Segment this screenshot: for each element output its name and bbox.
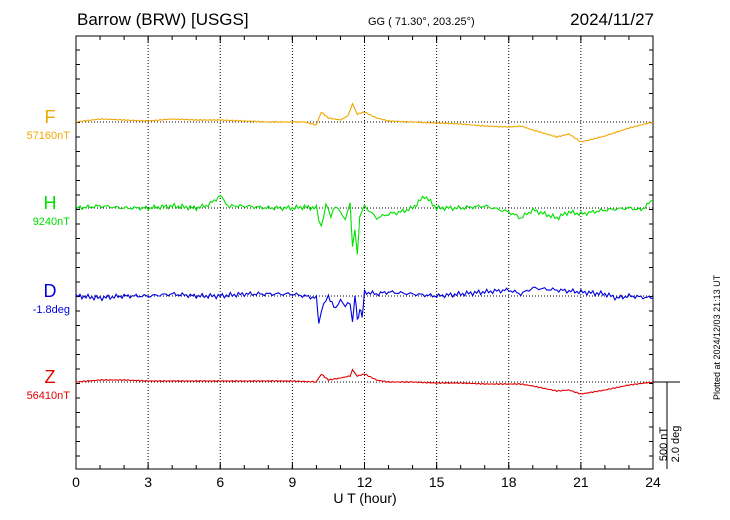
x-tick-label: 18 (500, 474, 517, 490)
component-label-F: F (44, 107, 56, 127)
x-tick-label: 21 (573, 474, 589, 490)
coordinates-label: GG ( 71.30°, 203.25°) (368, 16, 475, 28)
axis-ticks (75, 36, 654, 469)
trace-D (75, 286, 654, 324)
scale-deg-label: 2.0 deg (670, 425, 682, 463)
x-tick-label: 3 (144, 474, 153, 490)
x-tick-label: 9 (288, 474, 297, 490)
trace-F (75, 102, 654, 143)
component-label-H: H (43, 193, 57, 213)
station-title: Barrow (BRW) [USGS] (77, 10, 249, 29)
scale-label: 500 nT 2.0 deg (658, 414, 682, 474)
x-tick-label: 12 (356, 474, 373, 490)
grid-lines (147, 36, 582, 469)
trace-Z (76, 368, 654, 395)
baseline-value-Z: 56410nT (26, 390, 70, 402)
x-tick-label: 24 (645, 474, 661, 490)
traces (75, 102, 654, 395)
x-tick-label: 6 (216, 474, 225, 490)
x-axis-label: U T (hour) (333, 490, 397, 506)
baseline-value-D: -1.8deg (32, 304, 70, 316)
scale-bar (653, 381, 680, 469)
component-label-Z: Z (44, 367, 56, 387)
x-tick-label: 15 (428, 474, 445, 490)
baseline-value-F: 57160nT (26, 130, 70, 142)
plotted-timestamp: Plotted at 2024/12/03 21:13 UT (712, 274, 722, 400)
scale-nt-label: 500 nT (658, 426, 670, 462)
date-label: 2024/11/27 (570, 10, 654, 29)
baseline-value-H: 9240nT (32, 216, 70, 228)
x-tick-label: 0 (72, 474, 80, 490)
component-label-D: D (43, 281, 57, 301)
trace-H (75, 195, 654, 255)
